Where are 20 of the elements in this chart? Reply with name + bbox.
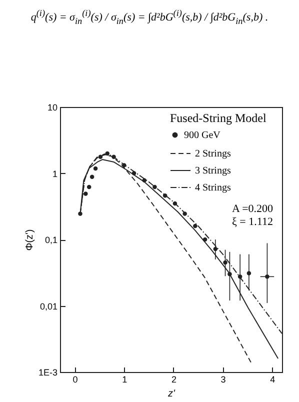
y-tick-label: 1E-3 xyxy=(38,368,58,378)
x-tick-label: 0 xyxy=(72,374,78,384)
x-tick-label: 3 xyxy=(220,374,226,384)
legend-label: 900 GeV xyxy=(184,130,222,141)
x-tick-label: 2 xyxy=(171,374,176,384)
y-tick-label: 1 xyxy=(52,168,58,179)
y-axis-title: Φ(z') xyxy=(24,229,36,251)
y-tick-label: 10 xyxy=(47,102,58,112)
annotation: A =0.200 xyxy=(232,203,274,215)
legend-label: 4 Strings xyxy=(195,182,231,194)
x-tick-label: 1 xyxy=(122,374,128,384)
x-axis-title: z' xyxy=(167,388,176,400)
y-tick-label: 0,01 xyxy=(40,301,58,312)
legend-label: 2 Strings xyxy=(195,148,231,160)
x-tick-label: 4 xyxy=(270,374,276,384)
legend-label: 3 Strings xyxy=(195,166,231,176)
annotation: ξ = 1.112 xyxy=(232,216,273,228)
legend-title: Fused-String Model xyxy=(170,111,267,125)
text: q$^{(i)}$(s) = σ$_{in}$$^{(i)}$(s) / σ$_{in}$(s) = ∫d²bG$^{(i)}$(s,b) / ∫d²bG$_{in}$(s,b) . xyxy=(30,8,268,26)
y-tick-label: 0,1 xyxy=(44,235,58,245)
